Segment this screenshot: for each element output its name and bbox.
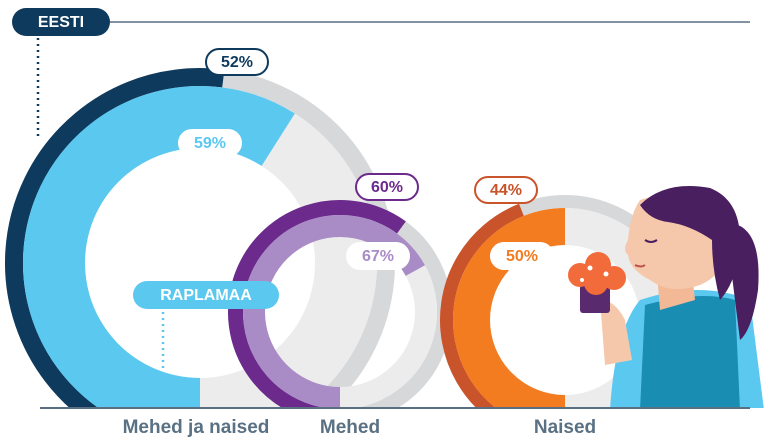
value-pill <box>205 48 269 76</box>
value-label: 59% <box>194 135 226 152</box>
ring-arc <box>440 203 524 408</box>
value-label: 67% <box>362 248 394 265</box>
value-pill <box>355 173 419 201</box>
value-label: 44% <box>490 182 522 199</box>
legend-pill <box>133 281 279 309</box>
category-label: Mehed <box>320 417 380 438</box>
category-label: Naised <box>534 417 596 438</box>
value-pill <box>474 176 538 204</box>
legend-pill <box>12 8 110 36</box>
ring-arc <box>5 68 225 408</box>
ring-arc <box>453 208 566 408</box>
category-label: Mehed ja naised <box>123 417 270 438</box>
value-label: 50% <box>506 248 538 265</box>
ring-arc <box>23 86 295 408</box>
legend: EESTI RAPLAMAA <box>12 8 279 309</box>
illustration <box>568 186 764 408</box>
labels: 52% 59% Mehed ja naised 60% 67% Mehed 44% 50% Na… <box>123 48 596 438</box>
legend-label: EESTI <box>38 14 84 31</box>
value-pill <box>178 129 242 157</box>
ring-arc <box>243 215 425 408</box>
value-label: 52% <box>221 54 253 71</box>
value-label: 60% <box>371 179 403 196</box>
value-pill <box>490 242 554 270</box>
legend-label: RAPLAMAA <box>160 287 252 304</box>
rings <box>5 68 690 408</box>
ring-arc <box>228 200 406 408</box>
value-pill <box>346 242 410 270</box>
